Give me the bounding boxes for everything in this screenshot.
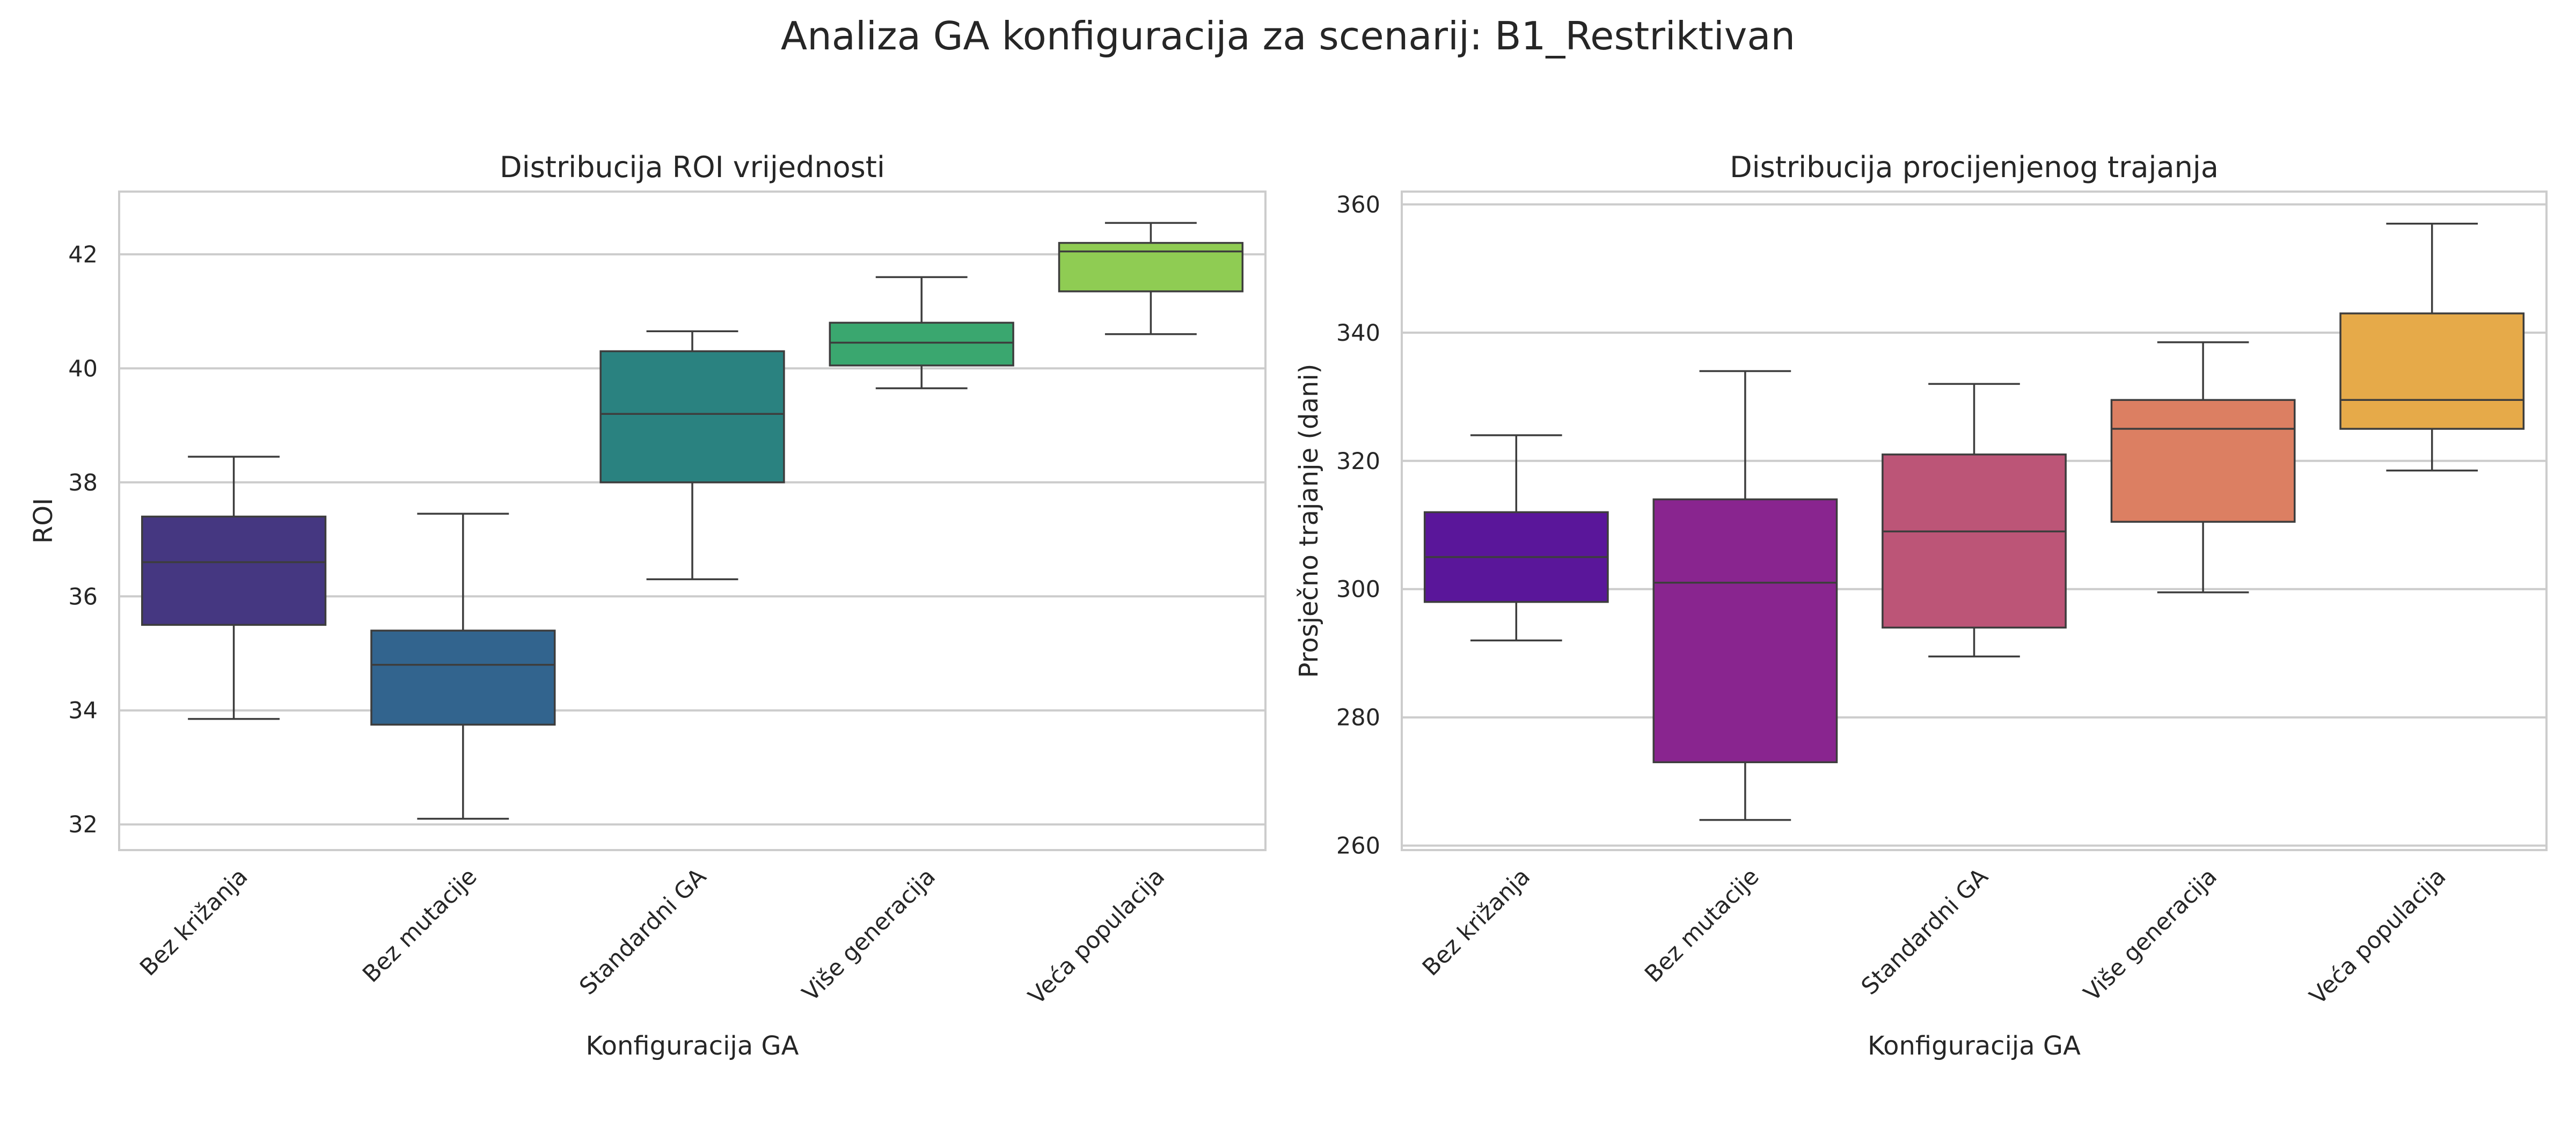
duration-ytick-label: 280 — [1336, 705, 1380, 731]
duration-ytick-label: 360 — [1336, 192, 1380, 218]
duration-panel-title: Distribucija procijenjenog trajanja — [1730, 150, 2219, 184]
roi-ytick-label: 40 — [68, 355, 98, 382]
duration-box-3 — [1882, 383, 2067, 657]
iqr-box — [2110, 399, 2296, 523]
duration-ytick-label: 320 — [1336, 448, 1380, 475]
iqr-box — [1058, 241, 1244, 292]
iqr-box — [370, 630, 556, 726]
duration-ytick-label: 260 — [1336, 833, 1380, 860]
iqr-box — [1652, 498, 1838, 764]
duration-box-4 — [2110, 341, 2296, 594]
roi-box-2 — [370, 513, 556, 820]
roi-ytick-label: 32 — [68, 811, 98, 838]
roi-yaxis-label: ROI — [28, 498, 58, 544]
roi-box-5 — [1058, 222, 1244, 335]
duration-xaxis-label: Konfiguracija GA — [1868, 1031, 2081, 1061]
duration-axes-frame — [1401, 191, 2548, 851]
roi-box-3 — [599, 330, 785, 581]
roi-box-4 — [829, 276, 1014, 390]
figure-title: Analiza GA konfiguracija za scenarij: B1… — [781, 13, 1795, 58]
roi-panel-title: Distribucija ROI vrijednosti — [500, 150, 885, 184]
roi-xaxis-label: Konfiguracija GA — [586, 1031, 799, 1061]
roi-ytick-label: 34 — [68, 698, 98, 724]
duration-ytick-label: 300 — [1336, 576, 1380, 603]
duration-box-2 — [1652, 370, 1838, 821]
iqr-box — [599, 350, 785, 484]
roi-ytick-label: 38 — [68, 470, 98, 496]
roi-box-1 — [141, 456, 327, 720]
iqr-box — [2339, 312, 2525, 430]
duration-ytick-label: 340 — [1336, 320, 1380, 347]
roi-axes-frame — [118, 191, 1267, 851]
iqr-box — [829, 321, 1014, 367]
duration-box-1 — [1423, 434, 1609, 642]
iqr-box — [1882, 453, 2067, 629]
roi-ytick-label: 36 — [68, 583, 98, 610]
duration-box-5 — [2339, 222, 2525, 472]
roi-ytick-label: 42 — [68, 241, 98, 268]
iqr-box — [141, 515, 327, 626]
duration-yaxis-label: Prosječno trajanje (dani) — [1294, 364, 1324, 678]
